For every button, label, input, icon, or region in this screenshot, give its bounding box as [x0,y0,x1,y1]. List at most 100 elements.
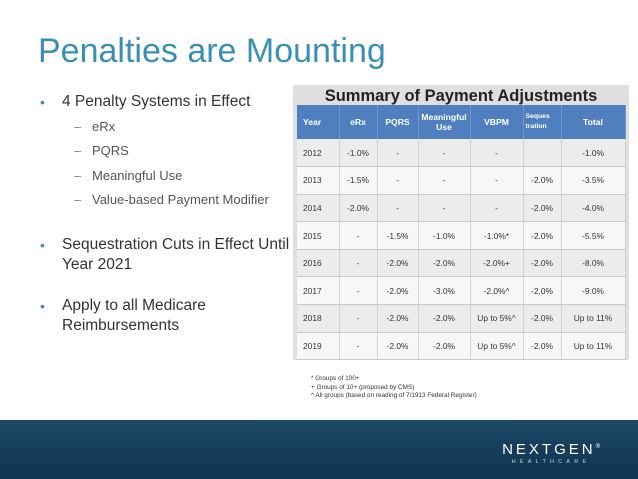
table-cell: -4.0% [561,194,626,223]
table-cell: -2.0% [523,194,562,223]
table-cell: -1.0%* [470,221,524,250]
table-cell: -1.0% [561,139,626,168]
table-cell: -2.0% [377,304,419,333]
bullet-item: • Sequestration Cuts in Effect Until Yea… [38,235,298,275]
logo-subtext: HEALTHCARE [511,459,591,465]
table-cell: -8.0% [561,249,626,278]
table-cell [523,139,562,168]
table-cell: -1.0% [339,139,378,168]
year-cell: 2012 [297,139,340,168]
dash-icon: – [74,119,82,134]
column-header: Total [561,105,626,139]
table-cell: - [339,249,378,278]
table-cell: -2.0% [377,276,419,306]
table-row: 2015- -1.5% -1.0% -1.0%* -2.0% -5.5% [297,221,626,250]
bullet-text: Sequestration Cuts in Effect Until Year … [62,236,290,274]
table-cell: Up to 11% [561,304,626,333]
table-row: 2019- -2.0% -2.0% Up to 5%^ -2.0% Up to 11% [297,332,626,361]
bullet-list: • 4 Penalty Systems in Effect – eRx – PQ… [38,92,298,336]
table-row: 2014 -2.0% - - - -2.0% -4.0% [297,194,626,223]
table-cell: -2.0% [523,249,562,278]
table-cell: -2.0% [339,194,378,223]
table-row: 2013 -1.5% - - - -2.0% -3.5% [297,166,626,195]
footer-bar [0,420,638,479]
table-cell: -2.0% [523,221,562,250]
table-cell: - [418,166,471,195]
table-cell: -2.0%+ [470,249,524,278]
table-cell: - [418,139,471,168]
table-title: Summary of Payment Adjustments [324,87,598,105]
sub-bullet-item: – PQRS [74,143,298,159]
table-cell: - [377,139,419,168]
dash-icon: – [74,167,82,183]
footnote: + Groups of 10+ (proposed by CMS) [311,383,415,391]
footnote: ^ All groups (based on reading of 7/1913… [311,392,477,400]
footnote: * Groups of 100+ [311,375,360,382]
year-cell: 2016 [297,249,340,278]
bullet-icon: • [40,298,45,315]
table-cell: -2.0% [418,249,471,278]
sub-bullet-item: – Meaningful Use [74,168,298,184]
table-cell: -5.5% [561,221,626,250]
table-cell: -1.0% [418,221,471,250]
table-cell: -2.0% [523,166,562,195]
table-cell: Up to 5%^ [470,304,524,333]
year-cell: 2015 [297,221,340,250]
sub-bullet-text: eRx [92,119,116,134]
table-cell: - [470,194,524,223]
table-cell: -2.0%^ [470,276,524,306]
table-cell: - [339,276,378,306]
dash-icon: – [74,192,82,208]
table-cell: -3.5% [561,166,626,195]
table-cell: -2.0% [418,304,471,333]
table-header-row: Year eRx PQRS Meaningful Use VBPM Seques trat… [297,105,626,139]
table-cell: -2.0% [377,332,419,361]
column-header: VBPM [470,105,524,139]
table-cell: -1.5% [339,166,378,195]
column-header: Meaningful Use [418,105,471,139]
slide-title: Penalties are Mounting [38,32,386,70]
table-cell: -2.0% [377,249,419,278]
table-cell: -3.0% [418,276,471,306]
year-cell: 2014 [297,194,340,223]
dash-icon: – [74,143,82,159]
table-cell: -2.0% [523,276,562,306]
table-cell: - [418,194,471,223]
nextgen-logo: NEXTGEN® HEALTHCARE [502,441,600,465]
table-cell: - [377,194,419,223]
table-row: 2016- -2.0% -2.0% -2.0%+ -2.0% -8.0% [297,249,626,278]
logo-wordmark: NEXTGEN [502,441,596,458]
column-header: PQRS [377,105,419,139]
table-cell: - [470,139,524,168]
footnotes: * Groups of 100+ + Groups of 10+ (propos… [311,375,477,401]
table-cell: - [377,166,419,195]
sub-bullet-item: – eRx [74,119,298,135]
bullet-item: • 4 Penalty Systems in Effect [38,92,298,112]
registered-mark: ® [595,444,600,450]
table-cell: - [470,166,524,195]
table-row: 2017- -2.0% -3.0% -2.0%^ -2.0% -9.0% [297,276,626,306]
bullet-icon: • [40,237,45,254]
bullet-text: Apply to all Medicare Reimbursements [62,297,206,335]
table-row: 2012 -1.0% - - - -1.0% [297,139,626,168]
table-cell: -2.0% [523,332,562,361]
table-cell: - [339,221,378,250]
table-cell: - [339,304,378,333]
year-cell: 2013 [297,166,340,195]
table-cell: - [339,332,378,361]
table-cell: Up to 5%^ [470,332,524,361]
column-header: Seques tration [523,105,562,139]
column-header: eRx [339,105,378,139]
payment-adjustments-panel: Summary of Payment Adjustments Year eRx PQ… [293,85,629,361]
sub-bullet-text: Meaningful Use [92,167,183,183]
bullet-text: 4 Penalty Systems in Effect [62,93,251,110]
year-cell: 2018 [297,304,340,333]
table-row: 2018- -2.0% -2.0% Up to 5%^ -2.0% Up to 11% [297,304,626,333]
table-cell: -1.5% [377,221,419,250]
table-cell: Up to 11% [561,332,626,361]
column-header: Year [297,105,340,139]
sub-bullet-list: – eRx – PQRS – Meaningful Use – Value-ba… [74,119,298,208]
sub-bullet-item: – Value-based Payment Modifier [74,192,298,208]
year-cell: 2017 [297,276,340,306]
payment-adjustments-table: Year eRx PQRS Meaningful Use VBPM Seques trat… [297,105,626,361]
